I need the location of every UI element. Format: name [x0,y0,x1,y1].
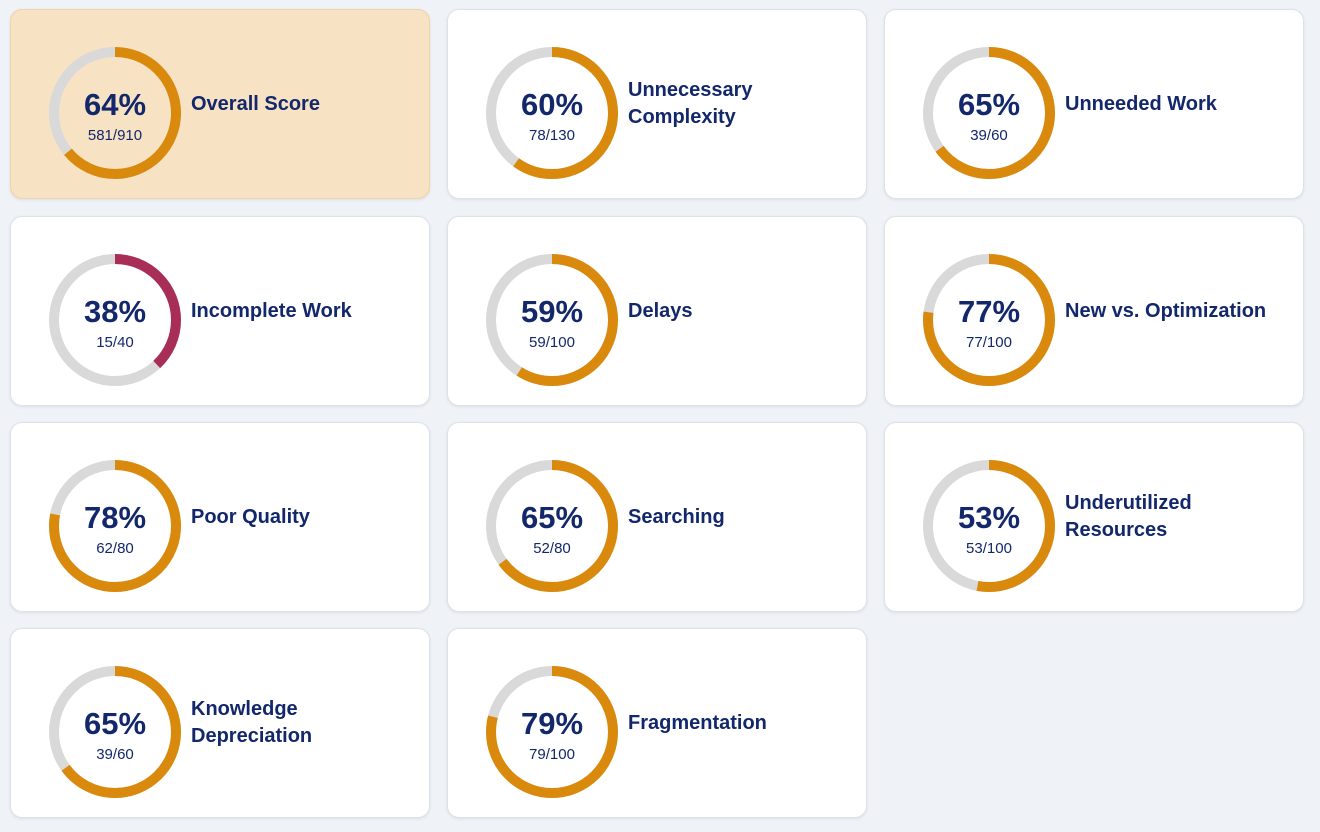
card-title: Underutilized Resources [1065,423,1192,611]
score-card: 65% 39/60 Knowledge Depreciation [10,628,430,818]
donut-arc [923,460,1055,592]
donut: 38% 15/40 [49,254,181,386]
donut: 64% 581/910 [49,47,181,179]
donut-arc [923,254,1055,386]
card-title: Poor Quality [191,423,310,611]
score-card: 64% 581/910 Overall Score [10,9,430,199]
score-label: 77/100 [966,334,1012,351]
donut-arc [49,254,181,386]
score-card: 59% 59/100 Delays [447,216,867,406]
card-title: Overall Score [191,10,320,198]
donut: 59% 59/100 [486,254,618,386]
donut: 77% 77/100 [923,254,1055,386]
percent-label: 65% [84,706,146,741]
score-card: 60% 78/130 Unnecessary Complexity [447,9,867,199]
score-card: 79% 79/100 Fragmentation [447,628,867,818]
card-title: Unneeded Work [1065,10,1217,198]
donut-arc [49,460,181,592]
donut-arc [49,47,181,179]
score-label: 52/80 [533,540,571,557]
score-card: 65% 52/80 Searching [447,422,867,612]
percent-label: 78% [84,500,146,535]
percent-label: 60% [521,87,583,122]
title-line: Unnecessary [628,79,753,101]
title-line: Incomplete Work [191,299,352,322]
donut: 79% 79/100 [486,666,618,798]
card-title: Searching [628,423,725,611]
score-label: 581/910 [88,127,142,144]
percent-label: 53% [958,500,1020,535]
score-label: 15/40 [96,334,134,351]
score-label: 79/100 [529,746,575,763]
score-label: 53/100 [966,540,1012,557]
score-label: 62/80 [96,540,134,557]
score-label: 39/60 [970,127,1008,144]
score-label: 59/100 [529,334,575,351]
donut-arc [486,254,618,386]
card-title: New vs. Optimization [1065,217,1266,405]
donut: 65% 39/60 [923,47,1055,179]
score-label: 39/60 [96,746,134,763]
card-title: Fragmentation [628,629,767,817]
title-line: New vs. Optimization [1065,299,1267,322]
title-line: Depreciation [191,725,313,747]
card-title: Knowledge Depreciation [191,629,312,817]
title-line: Underutilized [1065,492,1192,514]
title-line: Overall Score [191,92,320,115]
percent-label: 64% [84,87,146,122]
title-line: Unneeded Work [1065,92,1217,115]
score-card: 38% 15/40 Incomplete Work [10,216,430,406]
score-card: 77% 77/100 New vs. Optimization [884,216,1304,406]
score-label: 78/130 [529,127,575,144]
donut: 78% 62/80 [49,460,181,592]
donut-arc [486,47,618,179]
title-line: Searching [628,505,725,528]
percent-label: 59% [521,294,583,329]
score-card: 53% 53/100 Underutilized Resources [884,422,1304,612]
donut: 60% 78/130 [486,47,618,179]
donut-arc [923,47,1055,179]
percent-label: 77% [958,294,1020,329]
card-title: Delays [628,217,693,405]
title-line: Fragmentation [628,711,767,734]
card-title: Unnecessary Complexity [628,10,753,198]
title-line: Complexity [628,106,736,128]
card-title: Incomplete Work [191,217,352,405]
title-line: Knowledge [191,698,298,720]
percent-label: 38% [84,294,146,329]
donut-arc [486,460,618,592]
percent-label: 65% [958,87,1020,122]
donut: 53% 53/100 [923,460,1055,592]
donut: 65% 52/80 [486,460,618,592]
percent-label: 65% [521,500,583,535]
score-card: 78% 62/80 Poor Quality [10,422,430,612]
score-card: 65% 39/60 Unneeded Work [884,9,1304,199]
donut: 65% 39/60 [49,666,181,798]
donut-arc [49,666,181,798]
title-line: Resources [1065,519,1168,541]
title-line: Delays [628,299,693,322]
donut-arc [486,666,618,798]
percent-label: 79% [521,706,583,741]
title-line: Poor Quality [191,505,310,528]
